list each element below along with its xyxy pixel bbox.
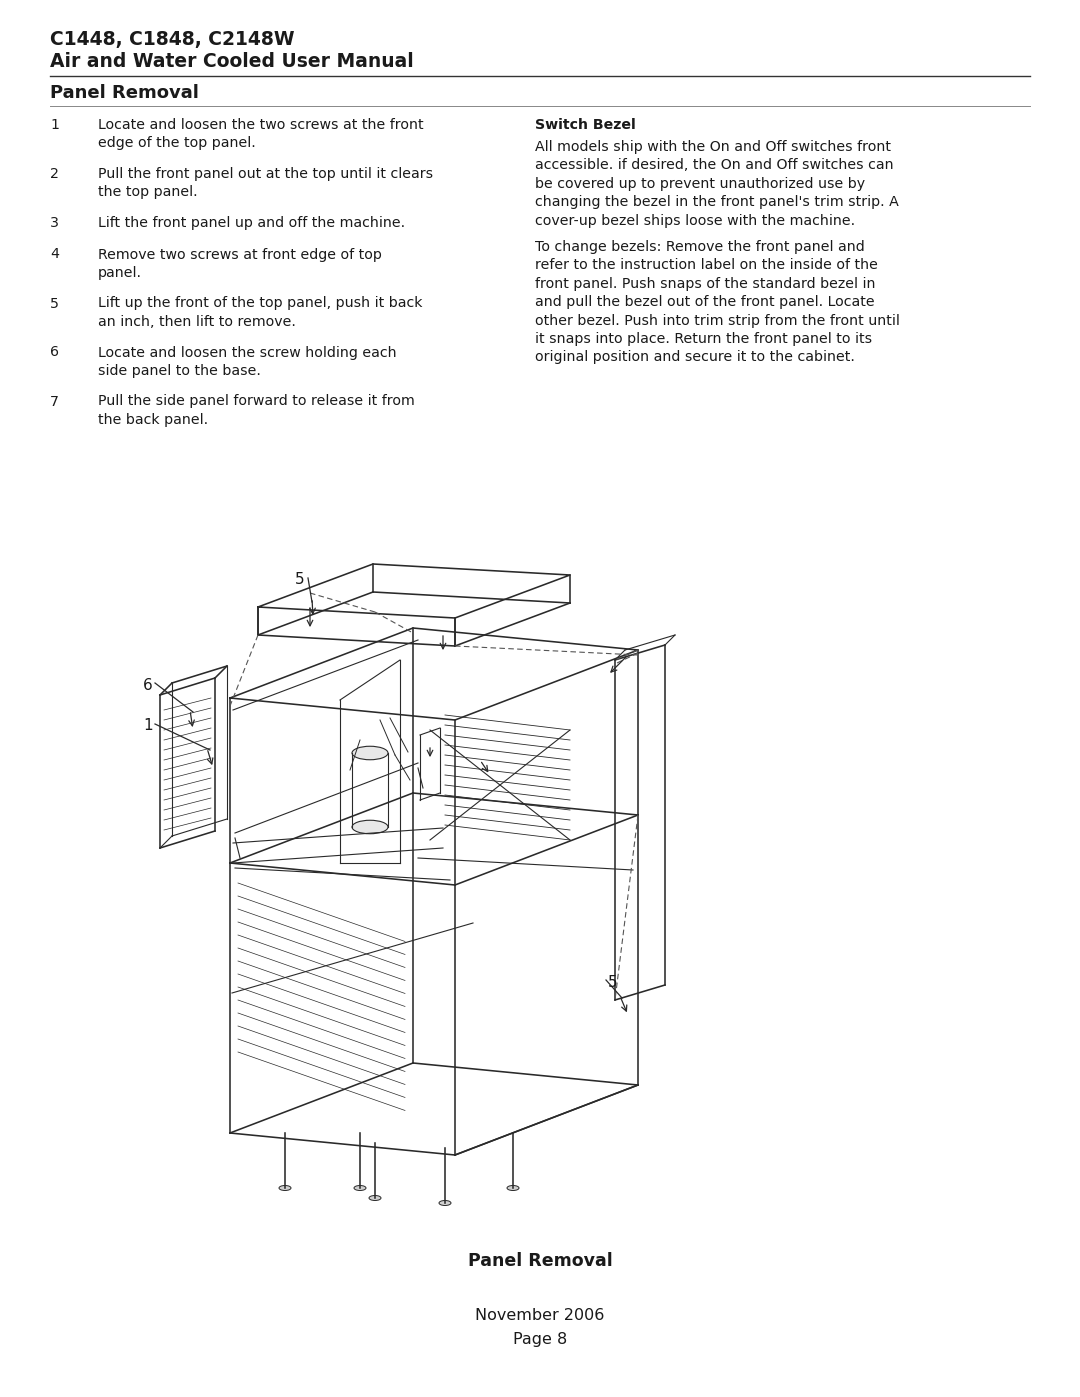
Text: C1448, C1848, C2148W: C1448, C1848, C2148W	[50, 29, 295, 49]
Ellipse shape	[279, 1186, 291, 1190]
Text: 3: 3	[50, 217, 59, 231]
Ellipse shape	[352, 820, 388, 834]
Text: 2: 2	[50, 168, 59, 182]
Ellipse shape	[438, 1200, 451, 1206]
Text: Pull the side panel forward to release it from
the back panel.: Pull the side panel forward to release i…	[98, 394, 415, 427]
Text: November 2006: November 2006	[475, 1308, 605, 1323]
Text: Remove two screws at front edge of top
panel.: Remove two screws at front edge of top p…	[98, 247, 382, 279]
Text: 1: 1	[143, 718, 152, 733]
Text: Locate and loosen the screw holding each
side panel to the base.: Locate and loosen the screw holding each…	[98, 345, 396, 379]
Text: 7: 7	[50, 394, 59, 408]
Text: Panel Removal: Panel Removal	[468, 1252, 612, 1270]
Text: 4: 4	[50, 247, 59, 261]
Text: 6: 6	[143, 678, 152, 693]
Ellipse shape	[507, 1186, 519, 1190]
Text: Page 8: Page 8	[513, 1331, 567, 1347]
Text: To change bezels: Remove the front panel and
refer to the instruction label on t: To change bezels: Remove the front panel…	[535, 240, 900, 365]
Text: Lift up the front of the top panel, push it back
an inch, then lift to remove.: Lift up the front of the top panel, push…	[98, 296, 422, 328]
Text: 5: 5	[50, 296, 59, 310]
Ellipse shape	[354, 1186, 366, 1190]
Text: 6: 6	[50, 345, 59, 359]
Ellipse shape	[352, 746, 388, 760]
Text: Switch Bezel: Switch Bezel	[535, 117, 636, 131]
Text: Lift the front panel up and off the machine.: Lift the front panel up and off the mach…	[98, 217, 405, 231]
Text: 1: 1	[50, 117, 59, 131]
Text: All models ship with the On and Off switches front
accessible. if desired, the O: All models ship with the On and Off swit…	[535, 140, 899, 228]
Text: 5: 5	[608, 975, 618, 990]
Text: Air and Water Cooled User Manual: Air and Water Cooled User Manual	[50, 52, 414, 71]
Text: Locate and loosen the two screws at the front
edge of the top panel.: Locate and loosen the two screws at the …	[98, 117, 423, 151]
Ellipse shape	[369, 1196, 381, 1200]
Text: Panel Removal: Panel Removal	[50, 84, 199, 102]
Text: Pull the front panel out at the top until it clears
the top panel.: Pull the front panel out at the top unti…	[98, 168, 433, 200]
Text: 5: 5	[295, 571, 305, 587]
